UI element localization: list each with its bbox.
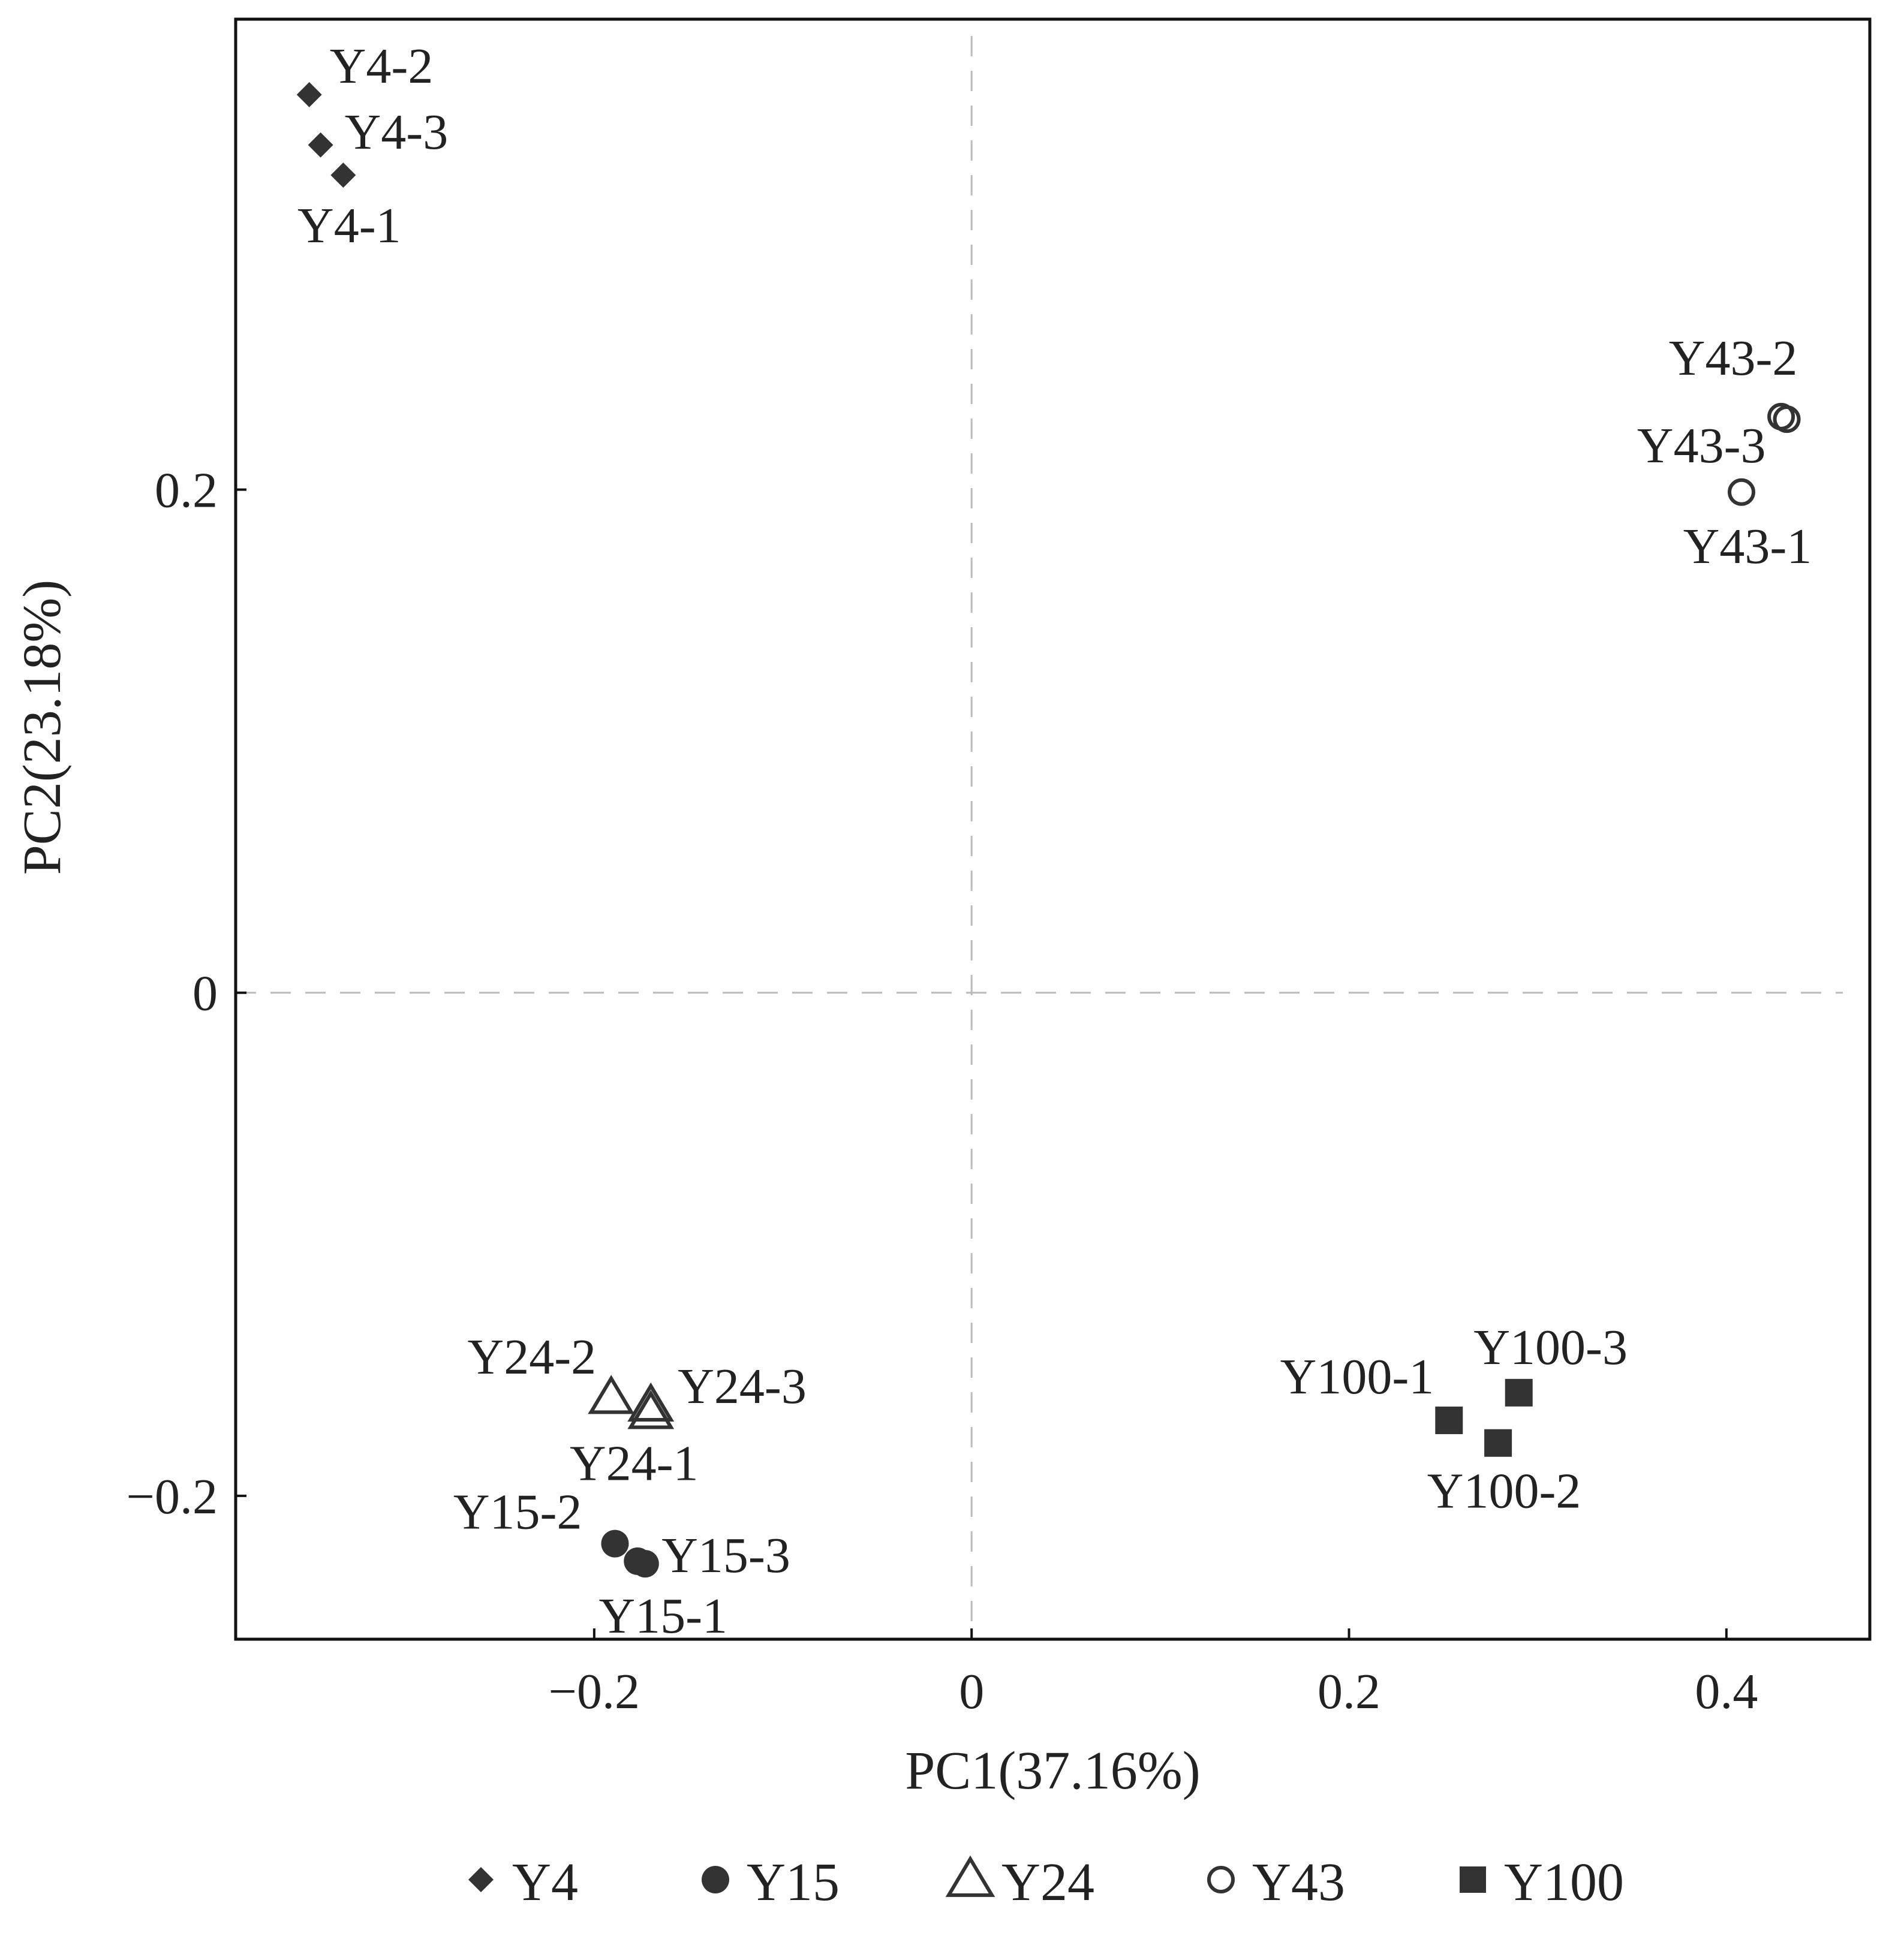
point-y100 [1435,1406,1463,1434]
point-label: Y24-1 [570,1435,699,1491]
point-y24 [627,1382,675,1422]
point-y43 [1773,405,1801,433]
legend-marker-y15 [702,1866,729,1893]
point-label: Y43-3 [1637,418,1766,474]
point-label: Y15-3 [661,1528,790,1583]
point-y15 [631,1550,659,1578]
point-label: Y4-1 [297,198,401,254]
point-label: Y15-1 [599,1588,728,1644]
y-tick-label: −0.2 [127,1469,218,1525]
point-y4 [330,162,356,188]
point-label: Y4-2 [330,38,434,94]
point-label: Y24-2 [468,1329,597,1385]
x-tick-label: 0 [959,1664,984,1720]
point-label: Y100-1 [1280,1349,1434,1405]
point-label: Y100-2 [1427,1464,1581,1519]
legend-label: Y43 [1252,1853,1345,1912]
x-tick-label: 0.2 [1318,1664,1380,1720]
y-axis-title: PC2(23.18%) [13,580,72,875]
point-y4 [308,132,333,158]
point-label: Y24-3 [678,1359,807,1414]
point-label: Y43-1 [1683,519,1812,574]
legend-label: Y4 [512,1853,578,1912]
x-tick-label: 0.4 [1695,1664,1758,1720]
point-label: Y15-2 [453,1485,582,1540]
point-y4 [296,82,322,107]
point-y100 [1484,1429,1512,1457]
legend-marker-y24 [945,1855,995,1897]
point-label: Y43-2 [1669,330,1798,386]
y-tick-label: 0 [192,966,218,1022]
legend-marker-y100 [1460,1866,1486,1893]
point-y24 [627,1390,675,1429]
plot-frame [234,17,1872,1641]
point-label: Y4-3 [345,104,449,160]
x-axis-title: PC1(37.16%) [905,1741,1201,1800]
legend-label: Y15 [747,1853,840,1912]
legend-marker-y43 [1207,1866,1235,1893]
point-y43 [1728,478,1756,506]
x-tick-label: −0.2 [549,1664,640,1720]
point-label: Y100-3 [1473,1320,1628,1375]
point-y100 [1505,1378,1533,1407]
point-y24 [588,1375,635,1414]
point-y15 [601,1529,629,1558]
legend-label: Y24 [1001,1853,1094,1912]
legend-label: Y100 [1504,1853,1624,1912]
y-tick-label: 0.2 [155,463,218,519]
legend-marker-y4 [468,1867,494,1892]
